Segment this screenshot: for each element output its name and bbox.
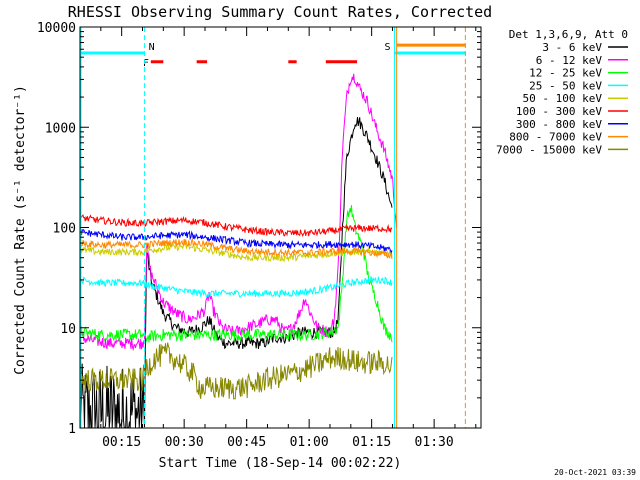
x-axis-label: Start Time (18-Sep-14 00:02:22) [159, 456, 402, 471]
plot-series-group [80, 73, 397, 428]
legend-entry-label: 3 - 6 keV [542, 41, 602, 54]
series-line-4 [80, 275, 393, 299]
footer-date: 20-Oct-2021 03:39 [554, 468, 636, 477]
legend-entry-label: 800 - 7000 keV [509, 131, 602, 144]
x-tick-label: 00:45 [227, 435, 266, 450]
legend-entry-label: 100 - 300 keV [516, 105, 602, 118]
chart-title: RHESSI Observing Summary Count Rates, Co… [68, 3, 492, 21]
series-line-8 [80, 238, 393, 260]
y-axis: 1 10 100 1000 10000 [37, 21, 481, 437]
legend-header: Det 1,3,6,9, Att 0 [509, 28, 628, 41]
y-tick-label: 10000 [37, 21, 76, 36]
series-line-7 [80, 228, 393, 254]
y-tick-label: 1 [68, 422, 76, 437]
legend-entry-label: 300 - 800 keV [516, 118, 602, 131]
x-tick-label: 01:30 [415, 435, 454, 450]
y-axis-label: Corrected Count Rate (s⁻¹ detector⁻¹) [13, 85, 28, 375]
flag-label-0: N [149, 42, 155, 53]
x-axis: 00:15 00:30 00:45 01:00 01:15 01:30 [79, 27, 477, 450]
flag-label-3: F [143, 58, 149, 69]
y-tick-label: 100 [53, 222, 76, 237]
legend-entry-label: 7000 - 15000 keV [496, 143, 602, 156]
legend-entry-label: 50 - 100 keV [523, 92, 603, 105]
legend-entry-label: 25 - 50 keV [529, 79, 602, 92]
series-line-1 [80, 116, 393, 428]
y-tick-label: 1000 [45, 121, 76, 136]
x-tick-label: 01:00 [290, 435, 329, 450]
x-tick-label: 01:15 [352, 435, 391, 450]
series-line-2 [80, 73, 397, 352]
legend-entry-label: 6 - 12 keV [536, 54, 603, 67]
flag-label-1: S [385, 42, 391, 53]
series-line-9 [80, 342, 393, 400]
x-tick-label: 00:15 [102, 435, 141, 450]
series-line-3 [80, 205, 393, 343]
y-tick-label: 10 [60, 322, 76, 337]
series-line-6 [80, 214, 393, 237]
x-tick-label: 00:30 [165, 435, 204, 450]
legend-entry-label: 12 - 25 keV [529, 67, 602, 80]
